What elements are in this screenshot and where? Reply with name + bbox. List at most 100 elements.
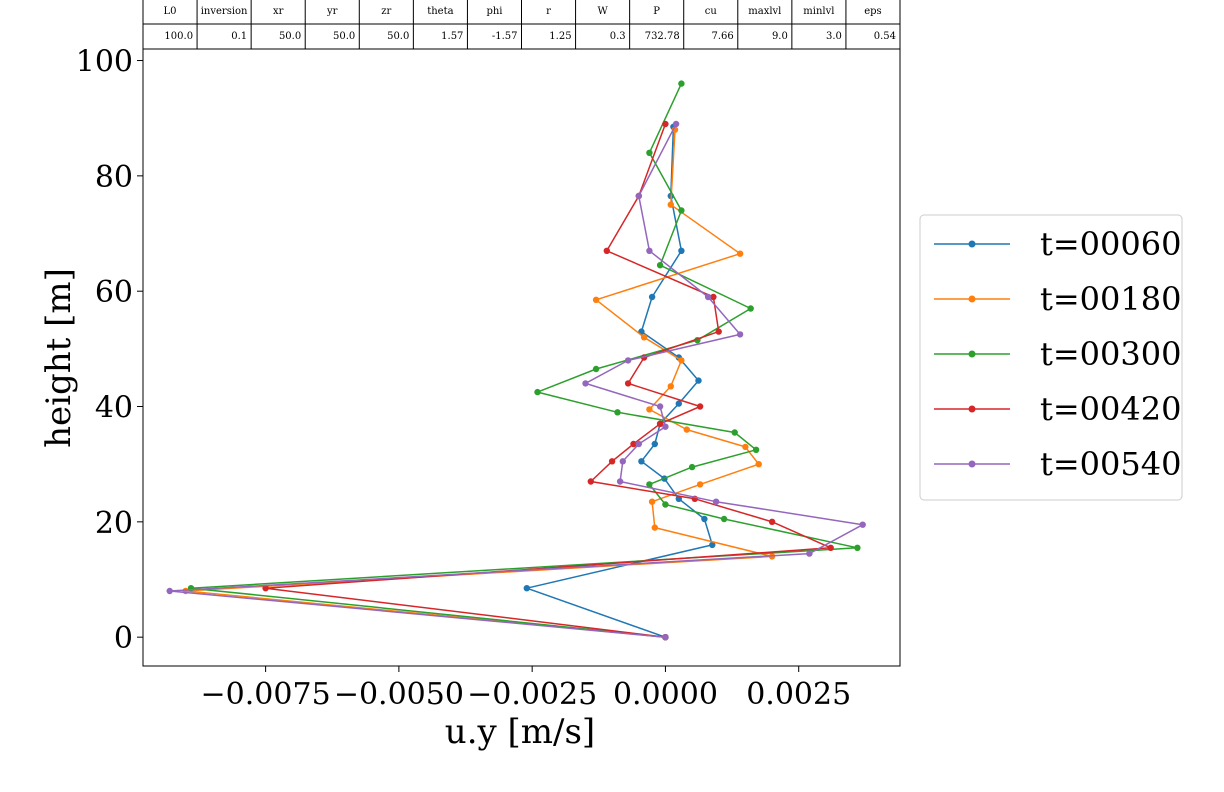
data-point: [683, 426, 690, 433]
legend-swatch-marker: [968, 460, 976, 468]
data-point: [648, 293, 656, 301]
legend-entry: t=00300: [934, 335, 1181, 373]
data-point: [262, 585, 269, 592]
table-value-cell: -1.57: [492, 31, 518, 42]
series-t=00180: [182, 126, 776, 641]
x-axis: −0.0075 −0.0050 −0.0025 0.0000 0.0025: [201, 666, 851, 712]
table-header-cell: theta: [427, 6, 453, 17]
table-header-cell: minlvl: [803, 6, 834, 17]
legend-label: t=00300: [1040, 335, 1181, 373]
data-point: [635, 440, 642, 448]
data-point: [854, 544, 861, 551]
data-point: [651, 440, 658, 448]
series-line: [168, 123, 864, 638]
data-point: [651, 524, 658, 531]
data-point: [675, 495, 682, 502]
data-point: [827, 544, 834, 551]
table-header-cell: P: [653, 6, 660, 17]
table-value-cell: 100.0: [164, 31, 193, 42]
data-point: [709, 541, 716, 549]
data-point: [710, 293, 717, 301]
x-tick-label: −0.0050: [334, 677, 464, 712]
y-tick-label: 0: [114, 621, 133, 656]
data-point: [662, 634, 669, 641]
x-tick-label: 0.0025: [746, 677, 851, 712]
data-point: [619, 458, 626, 465]
y-axis-label: height [m]: [39, 268, 79, 448]
data-point: [638, 458, 645, 465]
data-point: [534, 388, 541, 396]
table-header-cell: cu: [705, 6, 718, 17]
data-point: [678, 80, 685, 87]
table-value-cell: 732.78: [645, 31, 680, 42]
data-point: [646, 481, 653, 488]
x-tick-label: 0.0000: [613, 677, 718, 712]
data-point: [640, 334, 648, 341]
data-point: [731, 429, 738, 436]
data-point: [656, 420, 664, 427]
table-header-cell: L0: [164, 6, 177, 17]
data-point: [695, 377, 702, 384]
table-value-cell: 0.1: [231, 31, 247, 42]
data-point: [656, 403, 664, 410]
data-point: [592, 365, 600, 373]
data-point: [667, 201, 674, 208]
data-point: [624, 380, 632, 387]
data-point: [587, 478, 594, 485]
data-point: [624, 357, 632, 364]
table-value-cell: 50.0: [387, 31, 409, 42]
plot-area: −0.0075 −0.0050 −0.0025 0.0000 0.0025 0 20 40 6…: [39, 45, 901, 752]
data-point: [715, 328, 722, 335]
table-value-cell: 1.57: [441, 31, 463, 42]
legend-entry: t=00060: [934, 225, 1181, 263]
legend-entry: t=00180: [934, 280, 1181, 318]
data-point: [688, 463, 696, 471]
y-tick-label: 80: [95, 160, 133, 195]
data-point: [768, 518, 776, 525]
series-group: [166, 80, 866, 641]
data-point: [662, 423, 669, 430]
data-point: [755, 461, 762, 468]
legend-entry: t=00540: [934, 445, 1181, 483]
data-point: [656, 262, 664, 269]
data-point: [582, 380, 589, 387]
data-point: [667, 383, 674, 390]
data-point: [614, 409, 621, 416]
table-header-cell: phi: [486, 6, 502, 17]
data-point: [662, 501, 669, 508]
data-point: [166, 587, 173, 595]
data-point: [603, 247, 610, 254]
data-point: [696, 403, 704, 410]
table-value-cell: 9.0: [772, 31, 788, 42]
data-point: [752, 446, 760, 453]
series-t=00420: [262, 120, 834, 641]
data-point: [616, 478, 624, 485]
data-point: [678, 207, 685, 214]
y-tick-label: 40: [95, 391, 133, 426]
table-value-cell: 50.0: [279, 31, 301, 42]
series-line: [264, 123, 832, 638]
data-point: [701, 515, 708, 523]
table-value-cell: 50.0: [333, 31, 355, 42]
data-point: [646, 149, 653, 156]
data-point: [672, 120, 680, 128]
data-point: [736, 331, 744, 338]
data-point: [747, 305, 754, 312]
legend-swatch-marker: [968, 295, 976, 303]
data-point: [742, 443, 749, 451]
table-header-cell: zr: [381, 6, 391, 17]
legend-entry: t=00420: [934, 390, 1181, 428]
table-header-cell: maxlvl: [748, 6, 781, 17]
table-header-cell: inversion: [201, 6, 248, 17]
legend-swatch-marker: [968, 350, 976, 358]
series-t=00540: [166, 120, 866, 641]
data-point: [646, 247, 653, 254]
data-point: [696, 481, 704, 488]
legend-label: t=00420: [1040, 390, 1181, 428]
data-point: [523, 585, 530, 592]
data-point: [859, 521, 866, 528]
data-point: [736, 250, 744, 257]
series-line: [190, 83, 859, 638]
